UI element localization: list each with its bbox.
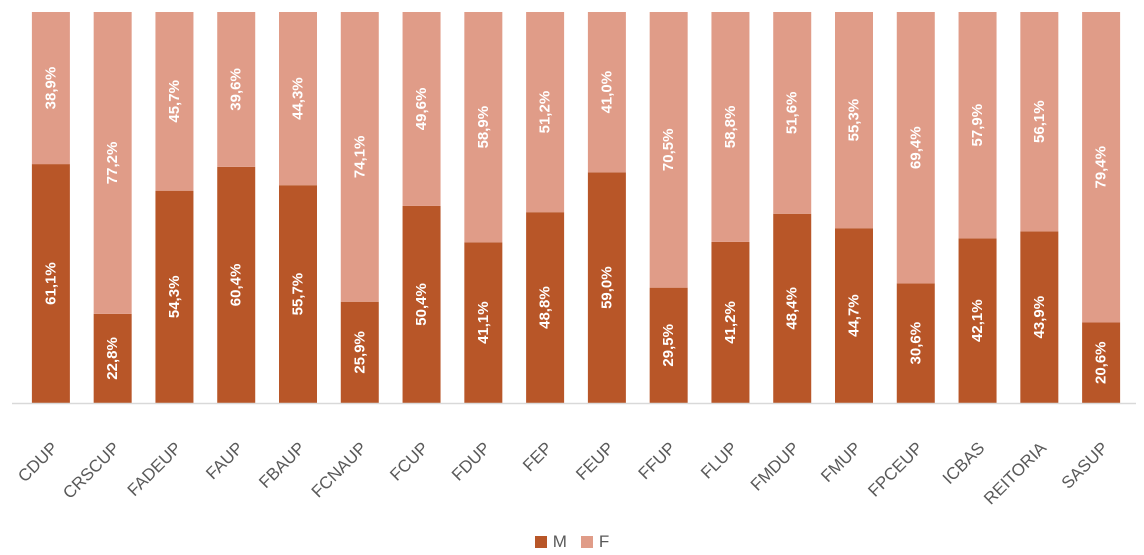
bar-f-fcup <box>402 12 441 206</box>
bar-m-fbaup <box>279 185 317 403</box>
bar-f-fmdup <box>773 12 812 214</box>
x-tick-label-fpceup: FPCEUP <box>864 438 926 500</box>
bar-f-fep <box>526 12 565 213</box>
x-tick-label-icbas: ICBAS <box>939 438 989 488</box>
data-label-m-fcnaup: 25,9% <box>351 331 368 374</box>
x-tick-label-fmup: FMUP <box>817 438 864 485</box>
bar-m-fdup <box>464 242 503 403</box>
x-tick-label-feup: FEUP <box>572 438 617 483</box>
bar-f-ffup <box>649 12 688 288</box>
x-tick-label-flup: FLUP <box>697 438 741 482</box>
data-label-f-reitoria: 56,1% <box>1031 100 1048 143</box>
data-label-m-reitoria: 43,9% <box>1031 296 1048 339</box>
data-label-f-fcup: 49,6% <box>413 88 430 131</box>
bar-f-cdup <box>31 12 70 165</box>
data-label-f-fpceup: 69,4% <box>907 126 924 169</box>
legend-label-f: F <box>598 532 610 551</box>
data-label-f-fcnaup: 74,1% <box>351 136 368 179</box>
data-label-m-sasup: 20,6% <box>1093 341 1110 384</box>
x-tick-label-fadeup: FADEUP <box>124 438 186 500</box>
legend-item-f: F <box>580 532 610 552</box>
data-label-f-feup: 41,0% <box>598 71 615 114</box>
bar-f-flup <box>711 12 750 242</box>
bar-m-icbas <box>958 238 997 403</box>
x-tick-label-reitoria: REITORIA <box>980 438 1050 508</box>
data-label-m-crscup: 22,8% <box>104 337 121 380</box>
legend: M F <box>0 532 1144 552</box>
bar-m-fcup <box>402 205 441 403</box>
x-tick-label-fcnaup: FCNAUP <box>308 438 371 501</box>
data-label-m-fpceup: 30,6% <box>907 322 924 365</box>
bar-m-fmdup <box>773 213 812 403</box>
data-label-m-feup: 59,0% <box>598 266 615 309</box>
data-label-m-fmup: 44,7% <box>846 294 863 337</box>
bar-m-fpceup <box>896 283 935 403</box>
legend-swatch-f <box>580 536 593 548</box>
bar-m-crscup <box>93 313 132 403</box>
data-label-f-flup: 58,8% <box>722 106 739 149</box>
legend-label-m: M <box>552 532 567 551</box>
bar-m-fmup <box>835 228 873 403</box>
bar-f-crscup <box>93 12 132 314</box>
x-tick-label-ffup: FFUP <box>635 438 680 483</box>
bar-f-fdup <box>464 12 503 243</box>
x-tick-label-crscup: CRSCUP <box>59 438 123 502</box>
bar-m-cdup <box>31 164 70 403</box>
bar-f-icbas <box>958 12 997 239</box>
data-label-f-fmup: 55,3% <box>846 99 863 142</box>
bar-m-feup <box>587 172 626 403</box>
bar-m-sasup <box>1082 322 1121 403</box>
bar-f-feup <box>587 12 626 173</box>
bar-f-faup <box>217 12 256 167</box>
data-label-f-fadeup: 45,7% <box>166 80 183 123</box>
data-label-m-fbaup: 55,7% <box>290 273 307 316</box>
data-label-f-fdup: 58,9% <box>475 106 492 149</box>
x-tick-label-fcup: FCUP <box>386 438 432 484</box>
bar-f-fpceup <box>896 12 935 284</box>
x-tick-label-fbaup: FBAUP <box>255 438 309 492</box>
data-label-f-faup: 39,6% <box>228 68 245 111</box>
bar-f-fadeup <box>155 12 194 191</box>
x-tick-label-fdup: FDUP <box>448 438 494 484</box>
legend-swatch-m <box>534 536 547 548</box>
x-tick-label-cdup: CDUP <box>14 438 61 485</box>
bar-m-faup <box>217 166 256 403</box>
data-label-f-ffup: 70,5% <box>660 129 677 172</box>
x-tick-label-fmdup: FMDUP <box>747 438 803 494</box>
x-tick-label-faup: FAUP <box>202 438 247 483</box>
bar-m-fcnaup <box>340 301 379 403</box>
data-label-m-cdup: 61,1% <box>42 262 59 305</box>
data-label-m-ffup: 29,5% <box>660 324 677 367</box>
x-tick-label-sasup: SASUP <box>1058 438 1112 492</box>
bar-f-fbaup <box>279 12 317 186</box>
legend-item-m: M <box>534 532 567 552</box>
bar-m-fep <box>526 212 565 403</box>
data-label-m-fep: 48,8% <box>537 286 554 329</box>
data-label-f-cdup: 38,9% <box>42 67 59 110</box>
bar-f-fcnaup <box>340 12 379 302</box>
bar-m-fadeup <box>155 190 194 403</box>
stacked-bar-chart: 61,1% 38,9% CDUP 22,8% 77,2% CRSCUP 54,3% 45,7%… <box>12 12 1136 508</box>
data-label-f-fmdup: 51,6% <box>784 92 801 135</box>
data-label-m-icbas: 42,1% <box>969 299 986 342</box>
data-label-f-sasup: 79,4% <box>1093 146 1110 189</box>
data-label-m-fadeup: 54,3% <box>166 276 183 319</box>
bar-m-ffup <box>649 287 688 403</box>
data-label-m-faup: 60,4% <box>228 264 245 307</box>
bar-m-reitoria <box>1020 231 1059 403</box>
bar-f-reitoria <box>1020 12 1059 232</box>
data-label-f-fep: 51,2% <box>537 91 554 134</box>
x-tick-label-fep: FEP <box>519 438 556 475</box>
data-label-m-flup: 41,2% <box>722 301 739 344</box>
data-label-f-fbaup: 44,3% <box>290 77 307 120</box>
data-label-m-fmdup: 48,4% <box>784 287 801 330</box>
data-label-m-fcup: 50,4% <box>413 283 430 326</box>
bar-f-fmup <box>835 12 873 229</box>
bar-f-sasup <box>1082 12 1121 323</box>
data-label-m-fdup: 41,1% <box>475 301 492 344</box>
bar-m-flup <box>711 241 750 403</box>
data-label-f-icbas: 57,9% <box>969 104 986 147</box>
data-label-f-crscup: 77,2% <box>104 142 121 185</box>
